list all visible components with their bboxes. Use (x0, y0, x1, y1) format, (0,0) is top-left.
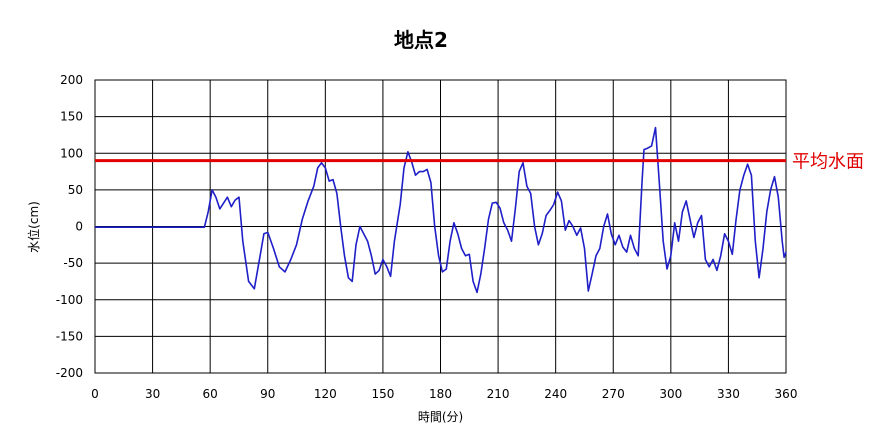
x-tick-label: 360 (775, 387, 798, 401)
x-tick-label: 150 (371, 387, 394, 401)
x-tick-label: 30 (145, 387, 160, 401)
y-tick-label: -100 (56, 293, 83, 307)
y-tick-label: -50 (63, 256, 83, 270)
x-tick-label: 90 (260, 387, 275, 401)
mean-water-level-label: 平均水面 (792, 152, 864, 173)
x-tick-label: 300 (659, 387, 682, 401)
x-tick-label: 330 (717, 387, 740, 401)
y-tick-label: 100 (60, 146, 83, 160)
x-tick-label: 210 (487, 387, 510, 401)
y-tick-label: 0 (75, 220, 83, 234)
y-axis-ticks: 200 150 100 50 0 -50 -100 -150 -200 (56, 73, 83, 380)
x-tick-label: 270 (602, 387, 625, 401)
y-tick-label: -150 (56, 329, 83, 343)
series-group (95, 126, 787, 294)
x-axis-label: 時間(分) (418, 410, 463, 424)
x-tick-label: 0 (91, 387, 99, 401)
x-axis-ticks: 0 30 60 90 120 150 180 210 240 270 300 330 360 (91, 387, 797, 401)
y-tick-label: -200 (56, 366, 83, 380)
series-line (95, 126, 787, 294)
chart-title: 地点2 (394, 28, 448, 52)
x-tick-label: 120 (314, 387, 337, 401)
y-tick-label: 200 (60, 73, 83, 87)
y-tick-label: 50 (68, 183, 83, 197)
y-tick-label: 150 (60, 110, 83, 124)
x-tick-label: 240 (544, 387, 567, 401)
y-axis-label: 水位(cm) (26, 201, 41, 253)
x-tick-label: 180 (429, 387, 452, 401)
x-tick-label: 60 (203, 387, 218, 401)
